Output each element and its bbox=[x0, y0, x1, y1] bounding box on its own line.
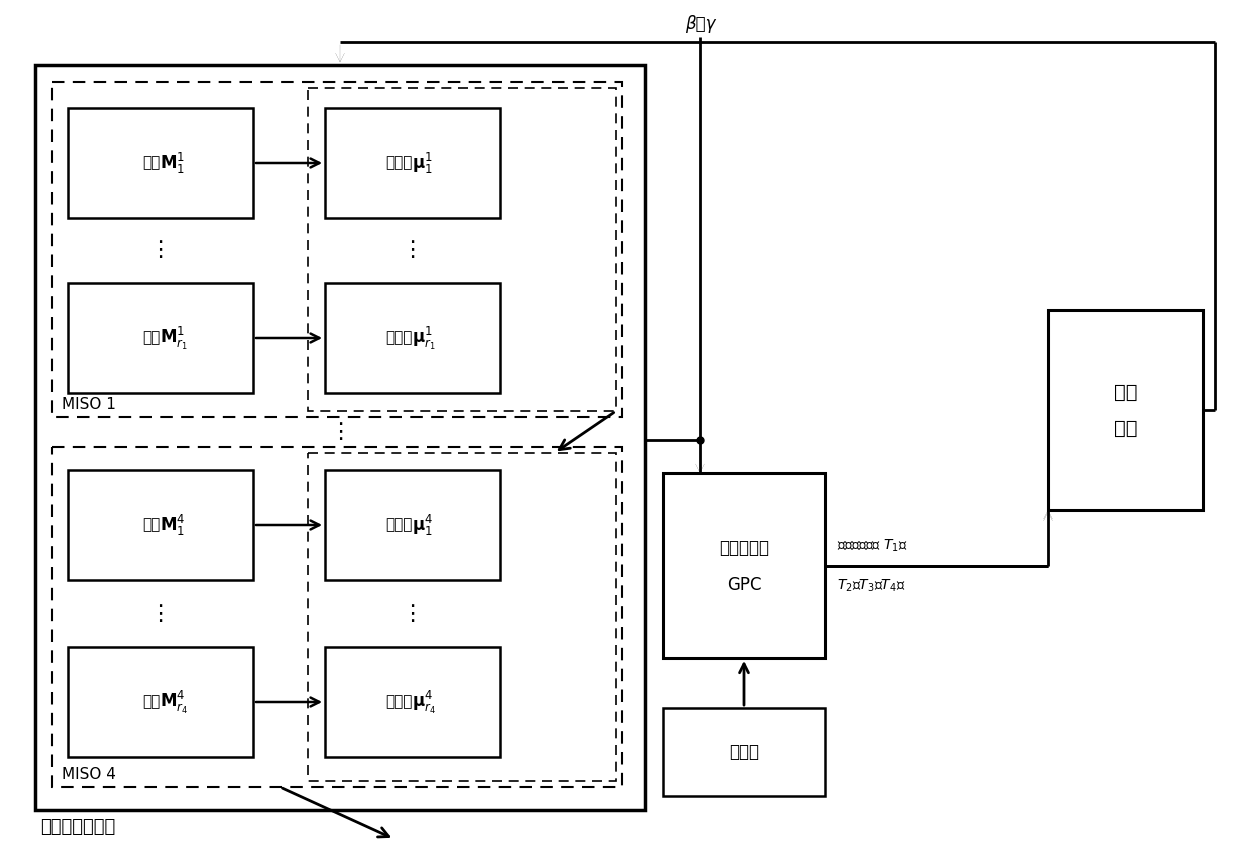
Text: ⋮: ⋮ bbox=[149, 603, 171, 624]
Text: 对象: 对象 bbox=[1114, 418, 1137, 437]
Text: ⋮: ⋮ bbox=[149, 240, 171, 261]
Bar bbox=[68, 470, 253, 580]
Text: ⋮: ⋮ bbox=[402, 240, 424, 261]
Bar bbox=[663, 473, 825, 658]
Bar bbox=[52, 82, 622, 417]
Text: $\mathbf{M}^1_1$: $\mathbf{M}^1_1$ bbox=[160, 151, 186, 176]
Bar bbox=[68, 647, 253, 757]
Bar bbox=[325, 108, 500, 218]
Text: 隶属度: 隶属度 bbox=[386, 156, 413, 170]
Text: 隶属度: 隶属度 bbox=[386, 517, 413, 532]
Bar bbox=[663, 708, 825, 796]
Bar bbox=[68, 108, 253, 218]
Bar bbox=[1048, 310, 1203, 510]
Text: MISO 4: MISO 4 bbox=[62, 767, 115, 782]
Bar bbox=[325, 283, 500, 393]
Text: $\mathbf{\mu}^1_{r_1}$: $\mathbf{\mu}^1_{r_1}$ bbox=[413, 325, 436, 352]
Text: $\mathbf{\mu}^4_{r_4}$: $\mathbf{\mu}^4_{r_4}$ bbox=[413, 688, 436, 716]
Bar bbox=[52, 447, 622, 787]
Bar bbox=[308, 88, 616, 411]
Bar bbox=[35, 65, 645, 810]
Text: 整车: 整车 bbox=[1114, 383, 1137, 401]
Bar bbox=[68, 283, 253, 393]
Text: 设定值: 设定值 bbox=[729, 743, 759, 761]
Text: $\mathbf{\mu}^4_1$: $\mathbf{\mu}^4_1$ bbox=[413, 512, 434, 538]
Text: $\mathbf{M}^1_{r_1}$: $\mathbf{M}^1_{r_1}$ bbox=[160, 325, 188, 352]
Text: $\mathbf{M}^4_{r_4}$: $\mathbf{M}^4_{r_4}$ bbox=[160, 688, 188, 716]
Text: 模型: 模型 bbox=[143, 694, 160, 710]
Text: 隶属度: 隶属度 bbox=[386, 331, 413, 346]
Bar bbox=[325, 647, 500, 757]
Text: ⋮: ⋮ bbox=[402, 603, 424, 624]
Text: 线性多变量: 线性多变量 bbox=[719, 538, 769, 556]
Text: β、γ: β、γ bbox=[684, 15, 715, 33]
Text: $T_2$、$T_3$、$T_4$、: $T_2$、$T_3$、$T_4$、 bbox=[837, 578, 905, 594]
Bar bbox=[308, 453, 616, 781]
Text: GPC: GPC bbox=[727, 577, 761, 595]
Text: 广义输出转矩 $T_1$、: 广义输出转矩 $T_1$、 bbox=[837, 537, 908, 554]
Text: 模型: 模型 bbox=[143, 156, 160, 170]
Text: ⋮: ⋮ bbox=[329, 422, 351, 442]
Text: 模型: 模型 bbox=[143, 331, 160, 346]
Text: 整车动力学模型: 整车动力学模型 bbox=[40, 818, 115, 836]
Text: MISO 1: MISO 1 bbox=[62, 397, 115, 412]
Text: $\mathbf{\mu}^1_1$: $\mathbf{\mu}^1_1$ bbox=[413, 151, 433, 176]
Text: 模型: 模型 bbox=[143, 517, 160, 532]
Bar bbox=[325, 470, 500, 580]
Text: $\mathbf{M}^4_1$: $\mathbf{M}^4_1$ bbox=[160, 512, 186, 538]
Text: 隶属度: 隶属度 bbox=[386, 694, 413, 710]
